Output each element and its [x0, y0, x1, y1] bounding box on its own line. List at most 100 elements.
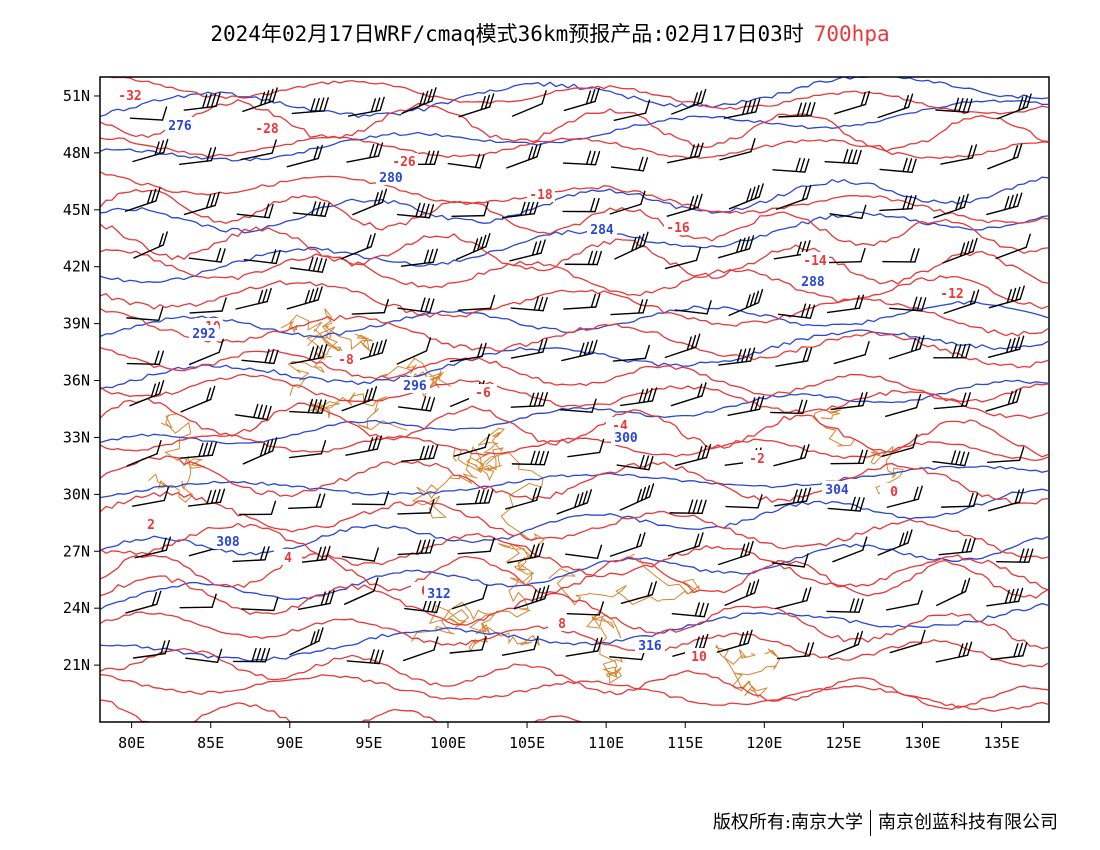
- barb-feather: [251, 647, 257, 663]
- wind-barb: [670, 382, 707, 407]
- barb-feather: [481, 636, 487, 651]
- barb-feather: [425, 337, 432, 352]
- wind-barb: [178, 146, 217, 165]
- barb-staff: [451, 214, 485, 218]
- barb-feather: [853, 632, 859, 647]
- wind-barb: [243, 249, 281, 265]
- wind-barbs: [124, 87, 1034, 665]
- wind-barb: [401, 87, 437, 114]
- barb-feather: [804, 642, 810, 657]
- barb-staff: [938, 550, 972, 556]
- barb-feather: [758, 183, 764, 198]
- barb-feather: [198, 442, 204, 458]
- wind-barb: [397, 297, 435, 313]
- wind-barb: [829, 204, 867, 220]
- wind-barb: [771, 553, 809, 568]
- barb-staff: [126, 453, 158, 467]
- barb-staff: [834, 103, 867, 115]
- wind-barb: [183, 92, 221, 111]
- temperature-contour: [100, 280, 1049, 337]
- barb-feather: [308, 288, 315, 304]
- barb-feather: [218, 338, 224, 353]
- copyright-right: 南京创蓝科技有限公司: [878, 812, 1058, 833]
- barb-feather: [687, 499, 694, 514]
- barb-staff: [936, 590, 967, 607]
- barb-feather: [425, 396, 431, 412]
- barb-staff: [180, 398, 212, 413]
- temperature-contour: [109, 77, 1049, 115]
- wind-barb: [986, 192, 1023, 216]
- barb-feather: [919, 335, 925, 350]
- barb-feather: [582, 490, 588, 506]
- barb-staff: [341, 399, 374, 412]
- barb-staff: [879, 207, 913, 212]
- barb-feather: [158, 306, 164, 321]
- barb-staff: [132, 652, 166, 659]
- barb-feather: [636, 488, 642, 504]
- wind-barb: [286, 286, 323, 310]
- wind-barb: [351, 490, 390, 506]
- barb-feather: [738, 632, 745, 647]
- barb-feather: [740, 237, 746, 252]
- barb-feather: [801, 102, 807, 117]
- barb-feather: [373, 143, 379, 158]
- geopotential-label: 316: [638, 639, 662, 654]
- barb-feather: [1014, 489, 1020, 504]
- barb-feather: [1022, 95, 1028, 110]
- barb-staff: [501, 212, 536, 219]
- barb-staff: [185, 657, 219, 664]
- barb-feather: [313, 287, 319, 302]
- barb-staff: [718, 360, 752, 366]
- barb-staff: [832, 549, 864, 563]
- geopotential-contour: [100, 211, 1049, 284]
- barb-staff: [995, 246, 1027, 260]
- barb-feather: [314, 629, 320, 644]
- barb-feather: [429, 298, 435, 313]
- wind-barb: [940, 144, 978, 165]
- barb-feather: [150, 383, 157, 398]
- barb-staff: [666, 155, 700, 164]
- lon-tick-label: 85E: [197, 734, 224, 752]
- barb-feather: [590, 293, 597, 308]
- wind-barb: [341, 547, 379, 562]
- temperature-label: 8: [558, 617, 566, 632]
- barb-feather: [381, 339, 387, 354]
- wind-barb: [179, 593, 217, 609]
- barb-staff: [833, 353, 866, 365]
- geopotential-contour: [100, 536, 1049, 611]
- wind-barb: [987, 488, 1025, 512]
- wind-barb: [718, 540, 754, 566]
- barb-feather: [539, 586, 546, 601]
- temperature-label: 4: [284, 551, 292, 566]
- barb-feather: [372, 436, 378, 451]
- barb-feather: [483, 201, 489, 217]
- barb-staff: [453, 446, 486, 457]
- barb-staff: [188, 257, 222, 263]
- barb-feather: [858, 294, 865, 309]
- barb-feather: [257, 289, 264, 305]
- barb-feather: [415, 202, 421, 218]
- barb-feather: [429, 397, 436, 412]
- barb-staff: [719, 151, 752, 161]
- wind-barb: [289, 256, 327, 273]
- barb-feather: [1008, 194, 1014, 210]
- barb-feather: [648, 483, 655, 498]
- geopotential-contour: [100, 329, 1049, 390]
- barb-feather: [695, 333, 701, 348]
- wind-barb: [341, 386, 378, 412]
- barb-feather: [1011, 389, 1018, 404]
- barb-feather: [851, 149, 858, 164]
- barb-staff: [513, 597, 546, 610]
- wind-barb: [612, 344, 651, 362]
- barb-staff: [888, 348, 921, 360]
- barb-feather: [161, 106, 168, 121]
- barb-feather: [540, 239, 546, 254]
- barb-staff: [674, 309, 708, 315]
- wind-barb: [988, 285, 1025, 309]
- barb-feather: [543, 450, 550, 466]
- barb-feather: [970, 537, 976, 553]
- barb-feather: [370, 98, 377, 113]
- barb-staff: [718, 553, 750, 566]
- barb-feather: [538, 392, 544, 407]
- barb-staff: [885, 603, 919, 611]
